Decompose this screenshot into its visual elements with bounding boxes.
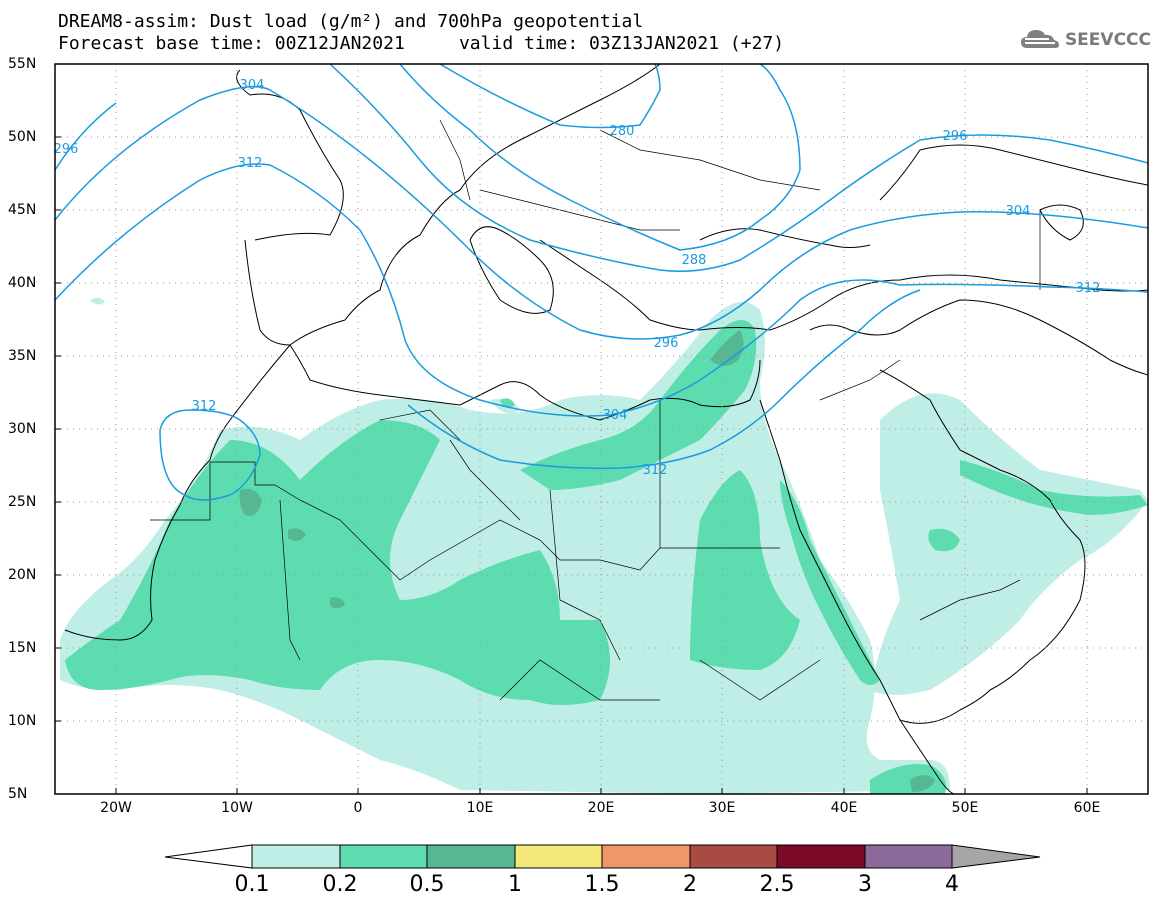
lat-label: 10N (8, 713, 37, 729)
colorbar-label: 2 (683, 872, 697, 897)
contour-label: 296 (943, 129, 968, 144)
colorbar-label: 0.1 (234, 872, 270, 897)
lat-label: 5N (8, 786, 28, 802)
lat-label: 45N (8, 202, 37, 218)
gridlines (55, 64, 1148, 794)
forecast-times: Forecast base time: 00Z12JAN2021 valid t… (58, 33, 785, 54)
lon-label: 20E (587, 800, 615, 816)
lon-label: 40E (830, 800, 858, 816)
contour-label: 288 (682, 253, 707, 268)
colorbar (164, 844, 1041, 869)
lat-label: 35N (8, 348, 37, 364)
colorbar-label: 2.5 (759, 872, 795, 897)
lon-label: 20W (100, 800, 132, 816)
colorbar-swatch (426, 844, 516, 869)
country-borders (150, 119, 1041, 701)
cloud-icon (1020, 30, 1059, 48)
colorbar-swatch (514, 844, 603, 869)
lat-label: 25N (8, 494, 37, 510)
dust-layer-0.5 (239, 330, 935, 792)
lon-label: 30E (708, 800, 736, 816)
contour-label: 312 (238, 156, 263, 171)
colorbar-label: 4 (945, 872, 959, 897)
contour-label: 312 (643, 463, 668, 478)
colorbar-swatch (689, 844, 778, 869)
lon-label: 10W (221, 800, 253, 816)
lon-label: 50E (951, 800, 979, 816)
lat-label: 40N (8, 275, 37, 291)
lat-label: 50N (8, 129, 37, 145)
coastlines (64, 64, 1148, 794)
colorbar-swatch (601, 844, 691, 869)
contour-label: 312 (1076, 281, 1101, 296)
map-title: DREAM8-assim: Dust load (g/m²) and 700hP… (58, 11, 644, 32)
axis-ticks (55, 63, 1088, 794)
colorbar-label: 1.5 (584, 872, 620, 897)
colorbar-swatch (864, 844, 953, 869)
contour-labels: 304 296 312 280 288 296 304 312 296 304 … (54, 78, 1101, 478)
logo-text: SEEVCCC (1064, 30, 1151, 50)
colorbar-swatch (251, 844, 341, 869)
dust-layer-0.2 (65, 320, 1148, 794)
colorbar-label: 3 (858, 872, 872, 897)
lon-label: 10E (466, 800, 494, 816)
contour-label: 280 (610, 124, 635, 139)
contour-label: 304 (603, 408, 628, 423)
lat-label: 15N (8, 640, 37, 656)
colorbar-label: 0.5 (409, 872, 445, 897)
colorbar-over-arrow (951, 844, 1041, 869)
lon-label: 0 (353, 800, 363, 816)
colorbar-label: 0.2 (322, 872, 358, 897)
lat-label: 55N (8, 56, 37, 72)
contour-label: 296 (54, 142, 79, 157)
contour-label: 312 (192, 399, 217, 414)
colorbar-swatch (339, 844, 428, 869)
lat-label: 20N (8, 567, 37, 583)
lat-label: 30N (8, 421, 37, 437)
colorbar-under-arrow (164, 844, 253, 869)
contour-label: 304 (240, 78, 265, 93)
geopotential-contours (55, 64, 1148, 501)
colorbar-label: 1 (508, 872, 522, 897)
colorbar-swatch (776, 844, 866, 869)
contour-label: 296 (654, 336, 679, 351)
seevccc-logo: SEEVCCC (1019, 26, 1151, 54)
lon-label: 60E (1073, 800, 1101, 816)
contour-label: 304 (1006, 204, 1031, 219)
